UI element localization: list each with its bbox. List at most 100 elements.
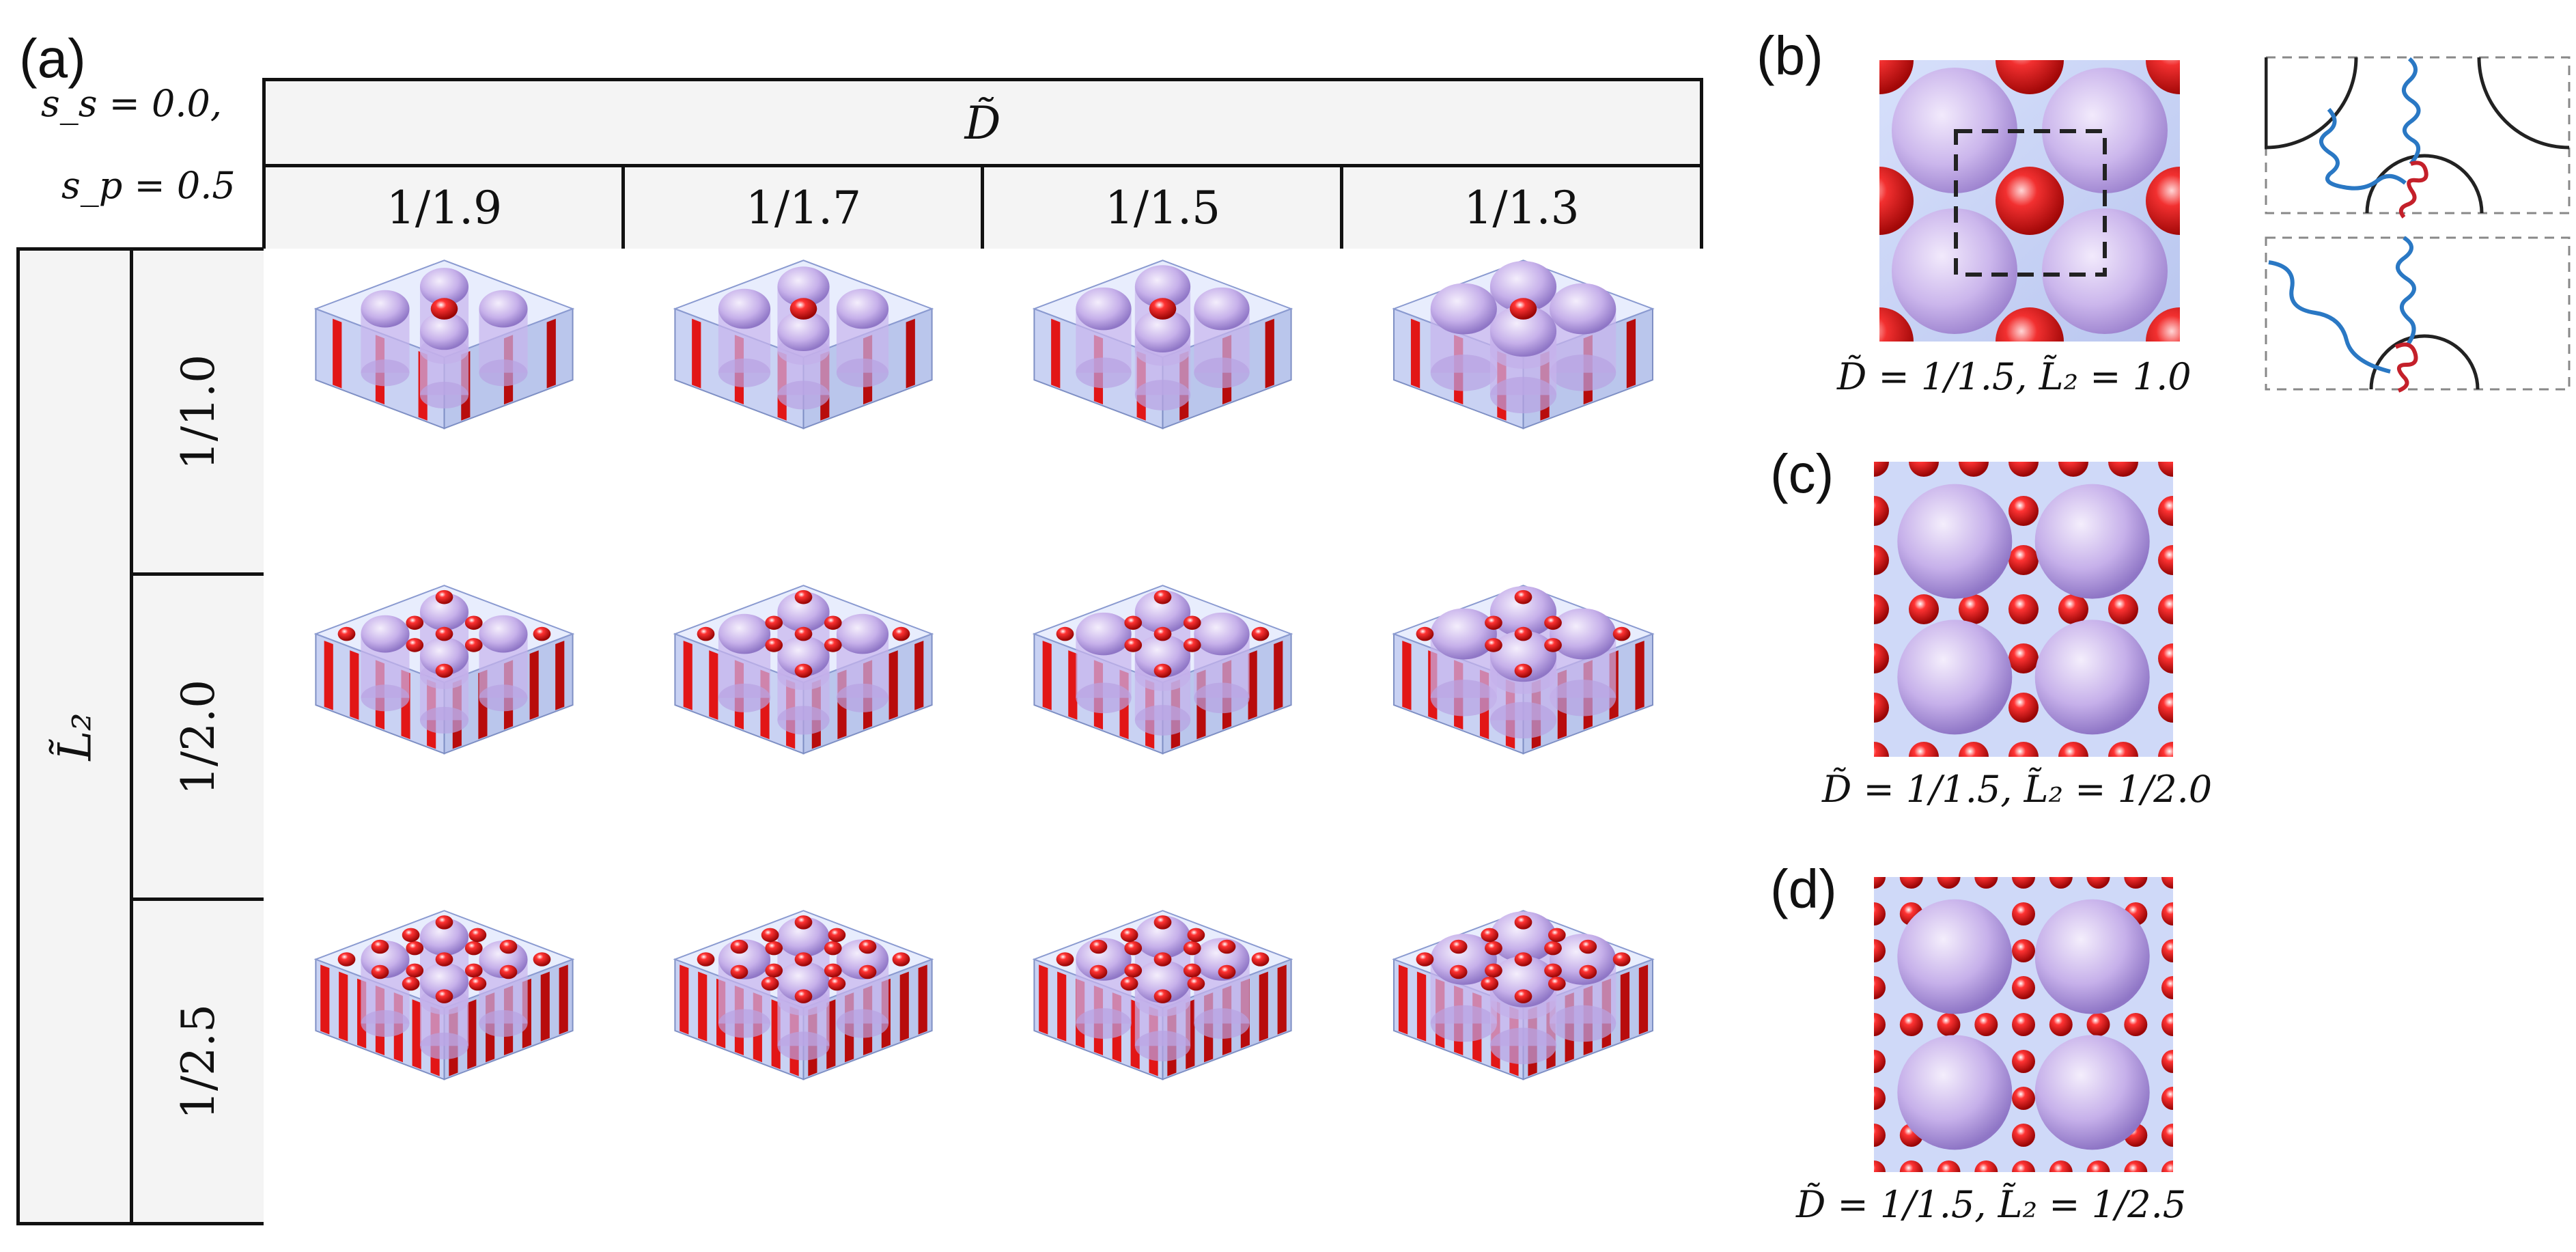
red-domain (1635, 640, 1644, 710)
big-sphere (419, 637, 469, 676)
red-domain-top (789, 298, 817, 320)
red-domain (324, 640, 333, 710)
red-domain-top (1514, 915, 1532, 930)
big-sphere (1550, 608, 1616, 660)
red-domain (709, 650, 718, 720)
red-domain (559, 964, 568, 1035)
panel-b-label: (b) (1756, 25, 1823, 86)
sphere-column-base (777, 706, 830, 735)
red-domain (2049, 877, 2073, 889)
red-domain-top (828, 976, 846, 991)
red-domain-top (1153, 663, 1172, 678)
red-domain-top (1544, 963, 1562, 978)
red-domain (1057, 971, 1067, 1042)
big-sphere (361, 615, 410, 653)
red-domain (1626, 318, 1636, 389)
param-line-2: s_p = 0.5 (61, 164, 236, 207)
big-sphere (1134, 915, 1191, 959)
box-render-r1-c1 (673, 585, 934, 755)
red-domain-top (337, 952, 356, 966)
big-sphere (479, 615, 528, 653)
red-domain-top (435, 589, 453, 604)
red-domain (2049, 1160, 2073, 1172)
red-domain (1937, 1013, 1961, 1036)
big-sphere (419, 962, 469, 1001)
red-domain (1909, 462, 1939, 477)
box-render-r1-c2 (1032, 585, 1293, 755)
red-domain-top (468, 928, 487, 943)
red-domain-top (1183, 615, 1201, 630)
red-domain-top (435, 989, 453, 1003)
red-domain-top (730, 939, 748, 954)
red-domain-top (765, 963, 783, 978)
big-sphere (1430, 608, 1497, 660)
panel-c-topview (1874, 462, 2173, 757)
red-domain (1265, 318, 1274, 389)
red-domain (1398, 964, 1408, 1035)
red-domain-top (892, 626, 910, 641)
red-domain (1248, 650, 1257, 720)
red-domain (2124, 877, 2148, 889)
sphere-column-base (1134, 1031, 1191, 1061)
red-domain-top (1612, 626, 1631, 641)
row-header-2: 1/2.5 (130, 898, 264, 1225)
red-domain (1974, 877, 1998, 889)
red-domain-top (824, 615, 842, 630)
big-sphere (1550, 934, 1616, 985)
red-domain-top (371, 939, 389, 954)
big-sphere (479, 290, 528, 328)
sphere-column-base (777, 1031, 830, 1061)
red-domain-top (1218, 939, 1236, 954)
red-domain (1879, 307, 1914, 342)
red-domain (2012, 1087, 2035, 1110)
red-domain-top (794, 626, 813, 641)
param-line-1: s_s = 0.0, (41, 82, 222, 125)
red-domain-top (730, 964, 748, 979)
big-sphere (1134, 960, 1191, 1003)
big-sphere (1489, 956, 1557, 1007)
red-domain-top (794, 989, 813, 1003)
red-domain-top (406, 941, 424, 956)
row-header-label: 1/2.5 (171, 1003, 225, 1119)
red-domain (2086, 1013, 2110, 1036)
red-domain-top (1153, 915, 1172, 930)
red-domain (1051, 318, 1061, 389)
red-domain (2108, 594, 2138, 624)
red-domain-top (371, 964, 389, 979)
red-domain-top (892, 952, 910, 966)
big-sphere (1489, 586, 1557, 637)
red-domain (2158, 462, 2173, 477)
chain-red (2398, 161, 2428, 219)
schematic-box-bottom (2265, 236, 2571, 391)
big-sphere (777, 961, 830, 1002)
red-domain (2146, 307, 2180, 342)
panel-c-caption: D̃ = 1/1.5, L̃₂ = 1/2.0 (1822, 768, 2213, 811)
red-domain (1874, 902, 1886, 926)
red-domain (2161, 1050, 2173, 1073)
red-domain-top (1514, 989, 1532, 1003)
red-domain (692, 318, 701, 389)
row-header-1: 1/2.0 (130, 572, 264, 899)
red-domain-top (1485, 941, 1502, 956)
big-sphere (836, 613, 889, 654)
red-domain (339, 971, 348, 1042)
big-sphere (1897, 899, 2013, 1014)
red-domain-top (468, 976, 487, 991)
red-domain (2161, 1160, 2173, 1172)
sphere-arc-right (2477, 57, 2570, 150)
sphere-column-base (1194, 357, 1250, 389)
red-domain (1996, 167, 2064, 235)
red-domain-top (1416, 626, 1434, 641)
red-domain (1638, 964, 1649, 1035)
big-sphere (1430, 934, 1497, 985)
col-header-0: 1/1.9 (262, 164, 623, 249)
red-domain (1874, 1087, 1886, 1110)
red-domain (1874, 1013, 1886, 1036)
red-domain-top (1120, 976, 1138, 991)
red-domain-top (1548, 976, 1566, 991)
red-domain-top (402, 976, 420, 991)
red-domain (2012, 1124, 2035, 1147)
red-domain (2008, 462, 2039, 477)
red-domain (529, 650, 539, 720)
sphere-column-base (836, 683, 889, 712)
